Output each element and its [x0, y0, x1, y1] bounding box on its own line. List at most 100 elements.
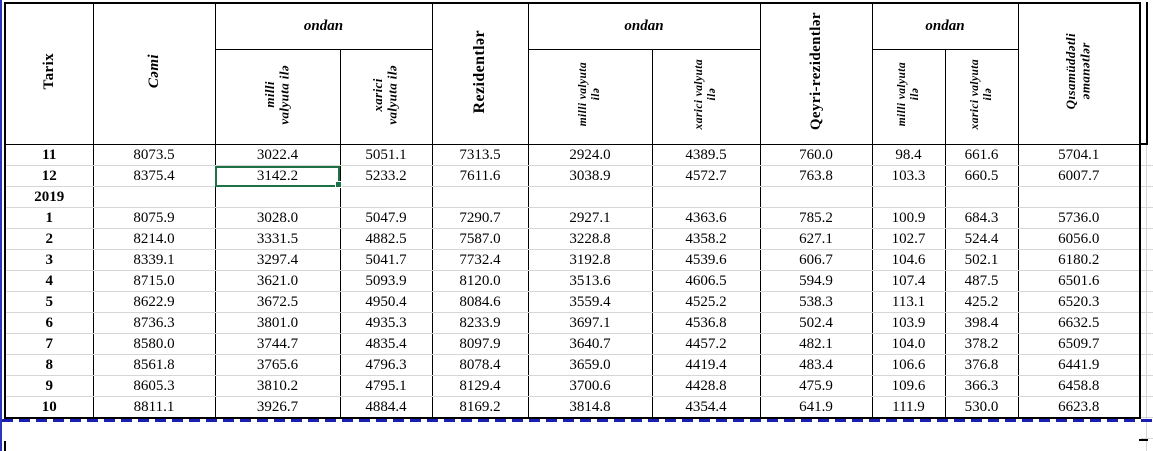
cell[interactable]: 4525.2: [651, 291, 761, 313]
header-cell-ondan-3[interactable]: ondan: [871, 2, 1019, 50]
cell[interactable]: 6509.7: [1017, 333, 1141, 355]
row-label-cell[interactable]: 6: [4, 312, 94, 334]
cell[interactable]: 482.1: [759, 333, 873, 355]
cell[interactable]: 502.4: [759, 312, 873, 334]
cell[interactable]: 483.4: [759, 354, 873, 376]
cell[interactable]: 684.3: [944, 207, 1019, 229]
cell[interactable]: 3297.4: [214, 249, 341, 271]
header-cell-ondan-2[interactable]: ondan: [527, 2, 761, 50]
cell[interactable]: 6501.6: [1017, 270, 1141, 292]
row-label-cell[interactable]: 10: [4, 396, 94, 419]
cell[interactable]: 3744.7: [214, 333, 341, 355]
cell[interactable]: 3028.0: [214, 207, 341, 229]
cell[interactable]: 606.7: [759, 249, 873, 271]
cell[interactable]: 4389.5: [651, 144, 761, 166]
header-cell-milli-valyuta-1[interactable]: milli valyuta ilə: [214, 49, 341, 145]
cell[interactable]: 4363.6: [651, 207, 761, 229]
cell[interactable]: 8075.9: [92, 207, 216, 229]
cell[interactable]: 5041.7: [339, 249, 433, 271]
cell[interactable]: 4935.3: [339, 312, 433, 334]
cell[interactable]: 5704.1: [1017, 144, 1141, 166]
cell[interactable]: 6623.8: [1017, 396, 1141, 419]
cell[interactable]: 104.6: [871, 249, 946, 271]
row-label-cell[interactable]: 9: [4, 375, 94, 397]
cell[interactable]: 627.1: [759, 228, 873, 250]
cell[interactable]: 4795.1: [339, 375, 433, 397]
cell[interactable]: [214, 186, 341, 208]
header-cell-milli-valyuta-3[interactable]: milli valyuta ilə: [871, 49, 946, 145]
row-label-cell[interactable]: 4: [4, 270, 94, 292]
cell[interactable]: 763.8: [759, 165, 873, 187]
cell[interactable]: 4358.2: [651, 228, 761, 250]
cell[interactable]: 6632.5: [1017, 312, 1141, 334]
cell[interactable]: 660.5: [944, 165, 1019, 187]
cell[interactable]: 8736.3: [92, 312, 216, 334]
row-label-cell[interactable]: 2: [4, 228, 94, 250]
cell[interactable]: 6441.9: [1017, 354, 1141, 376]
cell[interactable]: 475.9: [759, 375, 873, 397]
cell[interactable]: 8233.9: [431, 312, 529, 334]
cell[interactable]: 502.1: [944, 249, 1019, 271]
cell[interactable]: 7732.4: [431, 249, 529, 271]
cell[interactable]: [527, 186, 653, 208]
cell[interactable]: [431, 186, 529, 208]
cell[interactable]: 3228.8: [527, 228, 653, 250]
cell[interactable]: 3513.6: [527, 270, 653, 292]
cell[interactable]: [339, 186, 433, 208]
header-cell-xarici-valyuta-1[interactable]: xarici valyuta ilə: [339, 49, 433, 145]
cell[interactable]: 3331.5: [214, 228, 341, 250]
cell[interactable]: 398.4: [944, 312, 1019, 334]
cell[interactable]: 109.6: [871, 375, 946, 397]
cell[interactable]: [944, 186, 1019, 208]
cell[interactable]: 4536.8: [651, 312, 761, 334]
cell[interactable]: 4354.4: [651, 396, 761, 419]
cell[interactable]: 3192.8: [527, 249, 653, 271]
row-label-cell[interactable]: 12: [4, 165, 94, 187]
header-cell-milli-valyuta-2[interactable]: milli valyuta ilə: [527, 49, 653, 145]
cell[interactable]: 3621.0: [214, 270, 341, 292]
cell[interactable]: 8811.1: [92, 396, 216, 419]
cell[interactable]: 8375.4: [92, 165, 216, 187]
cell[interactable]: 785.2: [759, 207, 873, 229]
cell[interactable]: [871, 186, 946, 208]
cell[interactable]: 8084.6: [431, 291, 529, 313]
cell[interactable]: 6056.0: [1017, 228, 1141, 250]
cell[interactable]: 4606.5: [651, 270, 761, 292]
cell[interactable]: 641.9: [759, 396, 873, 419]
cell[interactable]: 3640.7: [527, 333, 653, 355]
cell[interactable]: 8605.3: [92, 375, 216, 397]
cell[interactable]: 107.4: [871, 270, 946, 292]
cell[interactable]: 3700.6: [527, 375, 653, 397]
cell[interactable]: 760.0: [759, 144, 873, 166]
cell[interactable]: 5093.9: [339, 270, 433, 292]
cell[interactable]: 3801.0: [214, 312, 341, 334]
cell[interactable]: 661.6: [944, 144, 1019, 166]
header-cell-xarici-valyuta-2[interactable]: xarici valyuta ilə: [651, 49, 761, 145]
cell[interactable]: [651, 186, 761, 208]
cell[interactable]: 111.9: [871, 396, 946, 419]
cell[interactable]: 106.6: [871, 354, 946, 376]
cell[interactable]: 487.5: [944, 270, 1019, 292]
cell[interactable]: 7587.0: [431, 228, 529, 250]
header-cell-tarix[interactable]: Tarix: [4, 2, 94, 145]
cell[interactable]: 4835.4: [339, 333, 433, 355]
cell[interactable]: 8715.0: [92, 270, 216, 292]
cell[interactable]: 425.2: [944, 291, 1019, 313]
cell[interactable]: [92, 186, 216, 208]
cell[interactable]: 103.3: [871, 165, 946, 187]
row-label-cell[interactable]: 8: [4, 354, 94, 376]
header-cell-ondan-1[interactable]: ondan: [214, 2, 433, 50]
cell[interactable]: 8561.8: [92, 354, 216, 376]
cell[interactable]: 8078.4: [431, 354, 529, 376]
cell[interactable]: 7313.5: [431, 144, 529, 166]
cell[interactable]: 6520.3: [1017, 291, 1141, 313]
cell[interactable]: 6180.2: [1017, 249, 1141, 271]
cell[interactable]: 4539.6: [651, 249, 761, 271]
cell[interactable]: 3038.9: [527, 165, 653, 187]
cell[interactable]: 7290.7: [431, 207, 529, 229]
cell[interactable]: 4884.4: [339, 396, 433, 419]
cell[interactable]: 4572.7: [651, 165, 761, 187]
cell[interactable]: 8339.1: [92, 249, 216, 271]
cell[interactable]: 3814.8: [527, 396, 653, 419]
cell[interactable]: 6458.8: [1017, 375, 1141, 397]
